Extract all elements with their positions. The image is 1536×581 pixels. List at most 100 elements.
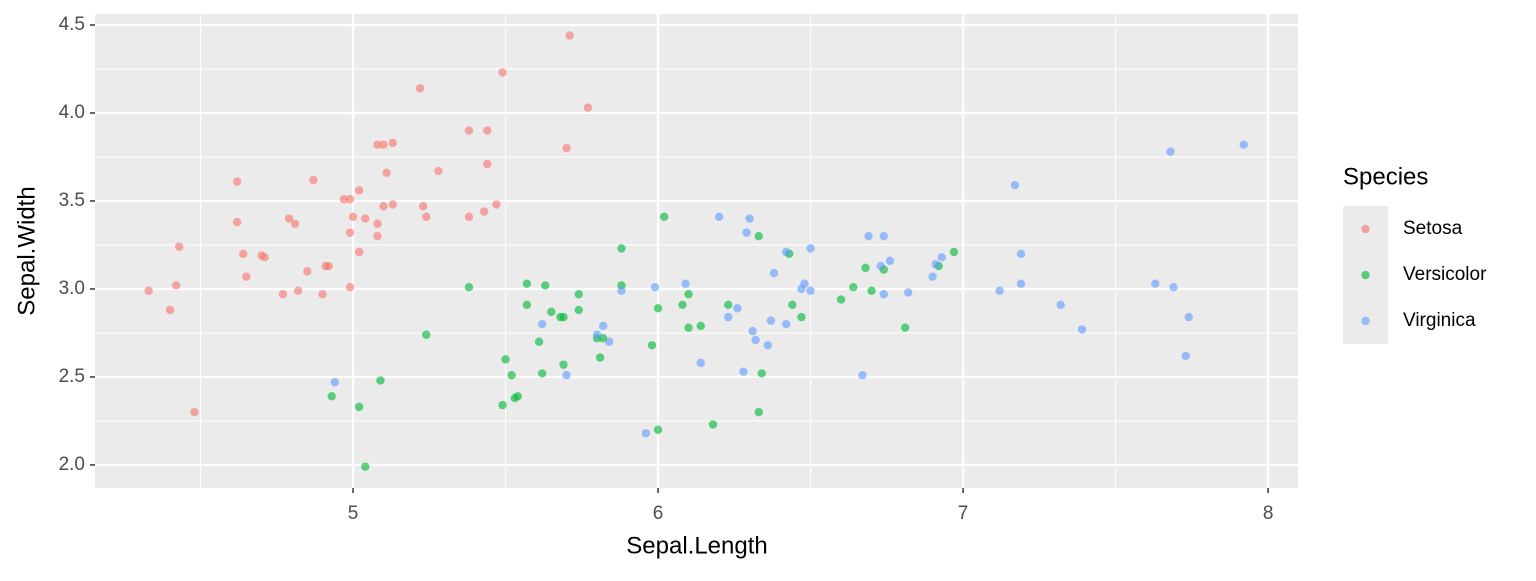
- point: [797, 312, 806, 322]
- point: [373, 140, 382, 149]
- point: [419, 202, 428, 211]
- point: [330, 378, 339, 387]
- point: [781, 247, 791, 257]
- point: [361, 214, 370, 223]
- point: [858, 370, 867, 380]
- point: [931, 260, 940, 269]
- point: [684, 290, 693, 299]
- point: [232, 177, 242, 186]
- point: [800, 279, 809, 288]
- point: [659, 212, 669, 222]
- point: [598, 321, 608, 331]
- point: [324, 261, 333, 271]
- point: [562, 370, 571, 380]
- point: [464, 126, 474, 135]
- point: [379, 140, 388, 149]
- point: [653, 304, 663, 313]
- point: [293, 286, 303, 295]
- point: [684, 323, 693, 332]
- point: [492, 200, 501, 209]
- point: [879, 231, 888, 241]
- point: [507, 370, 516, 380]
- point: [239, 249, 248, 258]
- point: [327, 392, 336, 401]
- point: [354, 186, 364, 195]
- point: [559, 360, 568, 369]
- point: [769, 268, 779, 278]
- point: [290, 219, 300, 229]
- legend-label: Versicolor: [1403, 264, 1487, 285]
- point: [498, 400, 507, 410]
- point: [900, 323, 910, 332]
- point: [388, 138, 397, 148]
- point: [681, 279, 690, 288]
- point: [537, 369, 547, 378]
- point: [1010, 180, 1020, 190]
- legend-label: Setosa: [1403, 218, 1463, 239]
- point: [1077, 325, 1087, 334]
- point: [678, 300, 687, 310]
- legend-key: [1361, 270, 1370, 280]
- point: [696, 321, 705, 331]
- point: [373, 219, 382, 229]
- point: [937, 253, 946, 262]
- point: [836, 295, 846, 304]
- point: [242, 272, 251, 281]
- point: [641, 429, 651, 438]
- point: [754, 407, 763, 417]
- legend-key: [1361, 316, 1370, 326]
- point: [318, 290, 327, 299]
- point: [165, 305, 175, 315]
- point: [422, 212, 431, 222]
- point: [724, 312, 733, 322]
- x-tick-label: 5: [348, 503, 359, 524]
- point: [522, 300, 532, 310]
- point: [849, 283, 858, 292]
- point: [861, 263, 870, 273]
- point: [388, 200, 397, 209]
- y-tick-label: 4.0: [59, 102, 85, 123]
- point: [480, 207, 489, 216]
- point: [345, 228, 355, 237]
- point: [513, 392, 522, 401]
- point: [653, 425, 663, 434]
- point: [1169, 283, 1178, 292]
- point: [714, 212, 724, 222]
- point: [745, 214, 754, 223]
- point: [260, 253, 269, 262]
- x-tick-label: 6: [653, 503, 664, 524]
- point: [174, 242, 184, 251]
- point: [522, 279, 532, 288]
- point: [415, 84, 425, 93]
- legend-key: [1361, 224, 1370, 234]
- point: [434, 166, 443, 176]
- point: [464, 283, 474, 292]
- point: [1181, 351, 1190, 361]
- point: [537, 319, 547, 329]
- point: [781, 319, 791, 329]
- legend-label: Virginica: [1403, 310, 1476, 331]
- point: [483, 159, 492, 169]
- point: [885, 256, 895, 266]
- point: [483, 126, 492, 135]
- point: [574, 290, 583, 299]
- point: [650, 283, 660, 292]
- point: [422, 330, 431, 339]
- point: [501, 355, 510, 364]
- point: [1239, 140, 1248, 149]
- point: [583, 103, 593, 112]
- point: [547, 307, 556, 317]
- y-tick-label: 3.5: [59, 190, 85, 211]
- point: [574, 305, 583, 315]
- point: [284, 214, 294, 223]
- legend-title: Species: [1343, 163, 1428, 190]
- point: [1151, 279, 1160, 288]
- point: [373, 231, 382, 241]
- point: [232, 217, 242, 227]
- y-tick-label: 2.0: [59, 454, 85, 475]
- point: [696, 358, 705, 368]
- point: [757, 369, 766, 378]
- point: [354, 247, 364, 257]
- point: [1016, 249, 1026, 258]
